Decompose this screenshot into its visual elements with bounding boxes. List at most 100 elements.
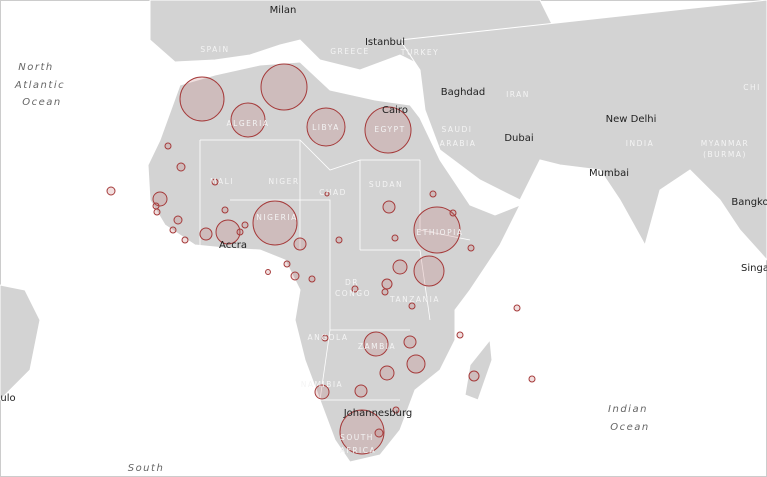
city-label: Bangko xyxy=(731,197,767,208)
south-america xyxy=(0,284,41,401)
country-label: DR xyxy=(345,278,359,287)
africa xyxy=(147,61,522,463)
bubble xyxy=(181,236,189,244)
bubble xyxy=(152,191,168,207)
country-label: NIGER xyxy=(268,177,299,186)
bubble xyxy=(339,409,385,455)
country-label: IRAN xyxy=(506,90,530,99)
bubble xyxy=(528,375,536,383)
bubble xyxy=(169,226,177,234)
bubble xyxy=(215,219,241,245)
city-label: Dubai xyxy=(504,133,533,144)
country-label: (BURMA) xyxy=(703,150,747,159)
ocean-label: Atlantic xyxy=(14,80,65,91)
city-label: Singa xyxy=(741,263,767,274)
bubble xyxy=(260,63,308,111)
city-label: Istanbul xyxy=(365,37,405,48)
bubble xyxy=(335,236,343,244)
country-label: SOUTH xyxy=(340,433,374,442)
bubble xyxy=(363,331,389,357)
bubble xyxy=(252,200,298,246)
bubble xyxy=(403,335,417,349)
land xyxy=(0,0,767,463)
city-label: Milan xyxy=(270,5,297,16)
country-label: ANGOLA xyxy=(308,333,349,342)
bubble xyxy=(392,259,408,275)
country-label: LIBYA xyxy=(312,123,340,132)
bubble xyxy=(429,190,437,198)
bubble xyxy=(308,275,316,283)
city-label: Cairo xyxy=(382,105,408,116)
ocean-label: North xyxy=(18,62,53,73)
bubble xyxy=(293,237,307,251)
bubble xyxy=(354,384,368,398)
city-label: Accra xyxy=(219,240,247,251)
country-label: ZAMBIA xyxy=(358,342,396,351)
bubble xyxy=(173,215,183,225)
bubble xyxy=(176,162,186,172)
country-label: TURKEY xyxy=(400,48,440,57)
country-label: SAUDI xyxy=(441,125,472,134)
bubble xyxy=(374,428,384,438)
bubble xyxy=(413,206,461,254)
country-label: EGYPT xyxy=(374,125,405,134)
bubble-layer xyxy=(106,63,536,455)
bubble xyxy=(324,191,330,197)
country-label: NIGERIA xyxy=(256,213,297,222)
bubble xyxy=(392,406,400,414)
country-label: INDIA xyxy=(626,139,654,148)
country-label: CHAD xyxy=(319,188,347,197)
bubble xyxy=(236,228,244,236)
bubble xyxy=(265,269,271,275)
bubble xyxy=(468,370,480,382)
bubble xyxy=(221,206,229,214)
country-label: SPAIN xyxy=(200,45,229,54)
ocean-label: Ocean xyxy=(610,422,650,433)
bubble xyxy=(351,285,359,293)
ocean-label: Ocean xyxy=(22,97,62,108)
asia xyxy=(399,0,767,261)
country-label: MYANMAR xyxy=(701,139,750,148)
country-label: ETHIOPIA xyxy=(417,228,464,237)
bubble xyxy=(381,278,393,290)
city-label: Baghdad xyxy=(441,87,486,98)
country-label: CONGO xyxy=(335,289,371,298)
country-label: NAMIBIA xyxy=(301,380,343,389)
bubble xyxy=(467,244,475,252)
country-label: TANZANIA xyxy=(389,295,440,304)
country-label: AFRICA xyxy=(340,446,376,455)
bubble xyxy=(230,102,266,138)
country-label: MALI xyxy=(210,177,234,186)
ocean-label: South xyxy=(128,463,165,474)
city-label: New Delhi xyxy=(606,114,657,125)
bubble xyxy=(321,334,329,342)
bubble xyxy=(408,302,416,310)
bubble xyxy=(456,331,464,339)
bubble xyxy=(391,234,399,242)
bubble xyxy=(164,142,172,150)
bubble xyxy=(449,209,457,217)
country-label: SUDAN xyxy=(369,180,403,189)
bubble xyxy=(381,288,389,296)
bubble xyxy=(364,106,412,154)
bubble xyxy=(179,76,225,122)
bubble xyxy=(382,200,396,214)
ocean-label: Indian xyxy=(608,404,648,415)
label-layer: Milan Istanbul SPAIN GREECE TURKEY Baghdad IRA… xyxy=(0,5,767,474)
bubble xyxy=(314,384,330,400)
bubble xyxy=(379,365,395,381)
bubble xyxy=(211,178,219,186)
bubble xyxy=(283,260,291,268)
bubble xyxy=(153,208,161,216)
bubble xyxy=(413,255,445,287)
bubble xyxy=(152,202,160,210)
country-label: GREECE xyxy=(330,47,369,56)
country-label: ARABIA xyxy=(440,139,477,148)
bubble xyxy=(290,271,300,281)
country-label: CHI xyxy=(743,83,761,92)
bubble xyxy=(106,186,116,196)
bubble xyxy=(513,304,521,312)
city-label: ulo xyxy=(0,393,15,404)
borders xyxy=(199,139,471,401)
city-label: Johannesburg xyxy=(343,408,413,419)
